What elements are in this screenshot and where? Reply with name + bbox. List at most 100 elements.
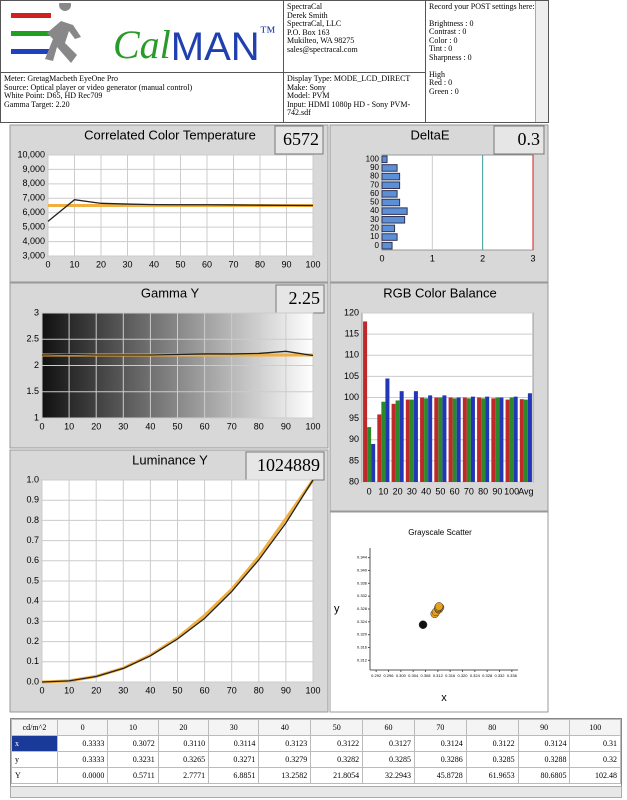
- y-tick-label: 80: [349, 476, 359, 486]
- table-cell: cd/m^2: [11, 719, 58, 736]
- x-tick-label: 30: [407, 486, 417, 496]
- x-tick-label: 100: [305, 685, 320, 695]
- x-tick-label: 2: [480, 253, 485, 263]
- table-cell: 6.8851: [208, 767, 260, 784]
- plot-area: [381, 154, 534, 251]
- bar: [481, 398, 486, 482]
- setting-line: Tint : 0: [429, 44, 453, 54]
- display-line: Display Type: MODE_LCD_DIRECT: [287, 74, 411, 83]
- bar: [466, 398, 471, 482]
- bar: [377, 414, 382, 482]
- point: [434, 602, 444, 611]
- bar: [367, 427, 372, 482]
- y-tick-label: 3: [34, 307, 39, 317]
- x-tick-label: 0.336: [507, 673, 518, 678]
- y-tick-label: 9,000: [22, 164, 45, 174]
- x-tick-label: 40: [145, 421, 155, 431]
- y-tick-label: 105: [344, 371, 359, 381]
- y-tick-label: 0.336: [357, 580, 368, 585]
- table-cell: 0.3127: [362, 735, 415, 752]
- y-tick-label: 40: [370, 206, 379, 215]
- table-cell: 40: [258, 719, 312, 736]
- y-tick-label: 30: [370, 215, 379, 224]
- address-line: Derek Smith: [287, 10, 328, 20]
- bar: [505, 399, 510, 482]
- x-tick-label: 1: [430, 253, 435, 263]
- chart-title: Luminance Y: [132, 452, 208, 467]
- chart-title: DeltaE: [410, 127, 449, 142]
- address-line: P.O. Box 163: [287, 27, 330, 37]
- bar: [448, 397, 453, 482]
- scrollbar[interactable]: [10, 786, 622, 798]
- series-line: [41, 479, 314, 683]
- x-tick-label: 10: [378, 486, 388, 496]
- table-row: cd/m^2 0 10 20 30 40 50 60 70 80 90 100: [11, 719, 621, 736]
- settings-box: Record your POST settings here: Brightnes…: [425, 0, 549, 123]
- x-tick-label: 60: [450, 486, 460, 496]
- x-tick-label: 30: [118, 685, 128, 695]
- x-tick-label: 80: [478, 486, 488, 496]
- x-tick-label: 0.320: [457, 673, 468, 678]
- x-tick-label: 10: [64, 685, 74, 695]
- x-tick-label: 60: [202, 259, 212, 269]
- bar: [391, 403, 396, 482]
- setting-line: Red : 0: [429, 78, 453, 88]
- logo: CalMAN™: [11, 3, 276, 69]
- bar: [395, 400, 400, 482]
- y-tick-label: 0.316: [357, 645, 368, 650]
- series-line: [41, 350, 314, 357]
- bar: [428, 395, 433, 482]
- x-tick-label: 70: [228, 259, 238, 269]
- bar: [491, 398, 496, 482]
- y-tick-label: 70: [370, 180, 379, 189]
- table-cell: 30: [208, 719, 260, 736]
- x-tick-label: 30: [122, 259, 132, 269]
- table-cell: 0.3072: [107, 735, 159, 752]
- x-tick-label: 70: [227, 421, 237, 431]
- meter-info: Meter: GretagMacbeth EyeOne Pro Source: O…: [0, 72, 284, 123]
- y-tick-label: 95: [349, 413, 359, 423]
- plot-area: [370, 548, 518, 670]
- y-tick-label: 0.7: [26, 535, 39, 545]
- bar: [399, 391, 404, 482]
- logo-bar: [11, 49, 51, 54]
- y-tick-label: 0.6: [26, 555, 39, 565]
- x-tick-label: 50: [435, 486, 445, 496]
- y-tick-label: 1: [34, 412, 39, 422]
- table-cell: 70: [413, 719, 467, 736]
- readout-box: [493, 125, 545, 155]
- x-tick-label: 0.296: [383, 673, 394, 678]
- bar: [495, 397, 500, 482]
- scrollbar[interactable]: [535, 1, 548, 122]
- x-tick-label: 60: [200, 421, 210, 431]
- y-tick-label: 0.332: [357, 593, 368, 598]
- x-tick-label: 10: [69, 259, 79, 269]
- x-tick-label: 90: [281, 421, 291, 431]
- meter-line: Gamma Target: 2.20: [4, 99, 70, 109]
- display-line: Input: HDMI 1080p HD - Sony PVM-742.sdf: [287, 99, 411, 118]
- logo-box: CalMAN™: [0, 0, 284, 73]
- bar: [485, 396, 490, 482]
- x-tick-label: 0: [39, 685, 44, 695]
- y-tick-label: 0: [375, 241, 380, 250]
- x-tick-label: 40: [421, 486, 431, 496]
- bar: [462, 397, 467, 482]
- y-tick-label: 3,000: [22, 250, 45, 260]
- x-tick-label: 0: [379, 253, 384, 263]
- y-tick-label: 0.3: [26, 616, 39, 626]
- bar: [456, 397, 461, 482]
- table-cell: 0.3114: [208, 735, 260, 752]
- table-cell: 0.3122: [465, 735, 519, 752]
- table-cell: 0: [56, 719, 109, 736]
- table-cell: 0.3231: [107, 751, 159, 768]
- bar: [381, 164, 398, 172]
- runner-icon: [45, 3, 81, 63]
- logo-bar: [11, 31, 51, 36]
- bar: [381, 207, 408, 215]
- address-line: Mukilteo, WA 98275: [287, 36, 355, 46]
- table-cell: 0.3286: [413, 751, 467, 768]
- x-tick-label: 0.332: [494, 673, 505, 678]
- readout-box: [245, 451, 325, 481]
- y-tick-label: 2: [34, 360, 39, 370]
